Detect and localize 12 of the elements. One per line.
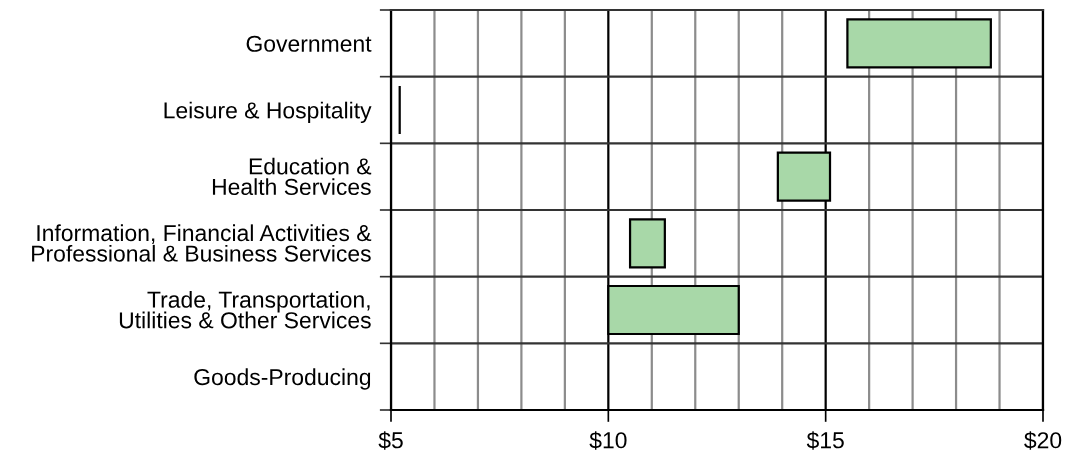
x-tick-label: $5 <box>378 431 403 450</box>
y-tick-label: Information, Financial Activities & Professional & Business Services <box>32 224 372 262</box>
x-tick-label: $15 <box>806 431 844 450</box>
y-tick-label: Goods-Producing <box>194 368 371 390</box>
y-tick-label: Leisure & Hospitality <box>164 101 372 124</box>
x-tick-label: $20 <box>1024 431 1062 450</box>
y-tick-label: Government <box>246 35 372 52</box>
x-tick-label: $10 <box>589 431 627 450</box>
bar <box>628 218 666 269</box>
y-tick-label: Trade, Transportation, Utilities & Other Services <box>119 291 371 329</box>
y-tick-label: Education & Health Services <box>212 157 372 196</box>
bar <box>846 18 992 69</box>
